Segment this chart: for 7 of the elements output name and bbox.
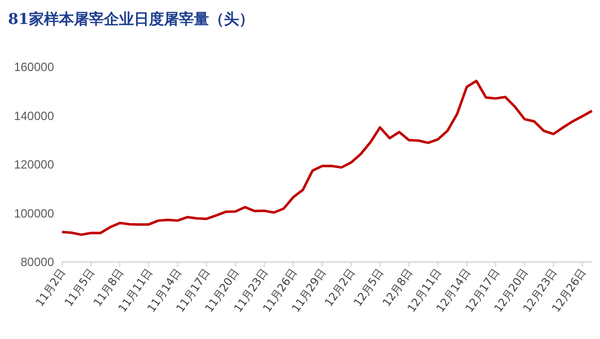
chart-title: 81家样本屠宰企业日度屠宰量（头） — [8, 10, 254, 28]
y-tick-label: 160000 — [14, 60, 54, 74]
y-tick-label: 120000 — [14, 158, 54, 172]
y-tick-label: 140000 — [14, 108, 54, 123]
y-tick-label: 100000 — [14, 206, 54, 220]
y-tick-label: 80000 — [20, 255, 54, 269]
line-series — [60, 80, 594, 236]
